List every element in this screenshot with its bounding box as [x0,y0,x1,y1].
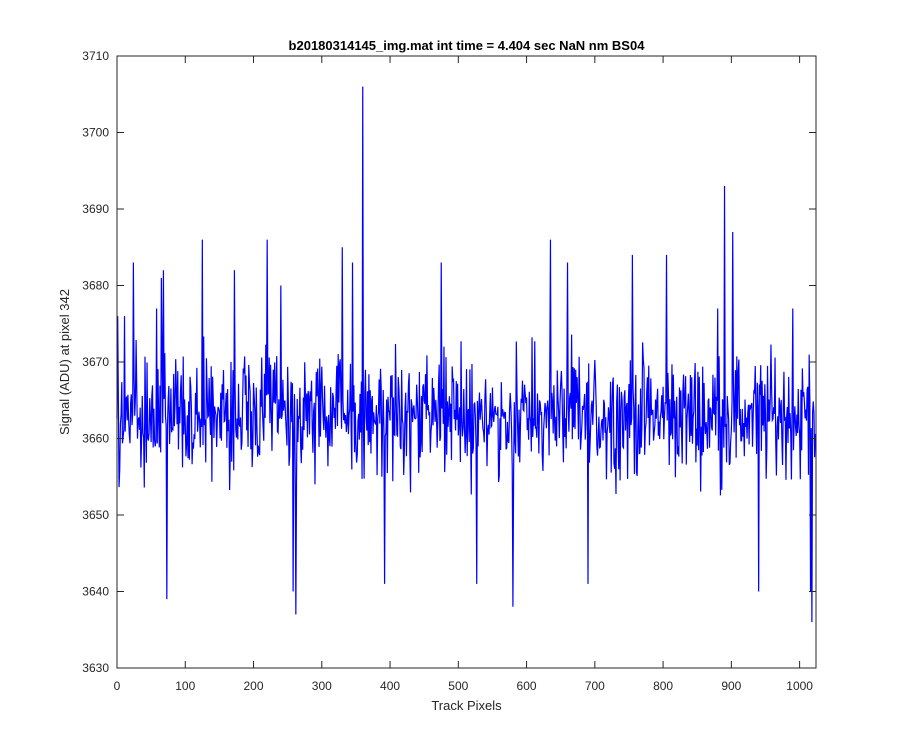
y-tick-label: 3630 [82,661,109,675]
x-tick-label: 600 [517,679,537,693]
x-tick-label: 700 [585,679,605,693]
series-layer [116,86,816,623]
y-tick-label: 3650 [82,508,109,522]
ticks-layer: 0 100 200 300 400 500 600 700 800 900 1000 3630 3640… [82,49,816,693]
y-tick-label: 3670 [82,355,109,369]
y-tick-label: 3710 [82,49,109,63]
y-tick-label: 3680 [82,279,109,293]
signal-series-line [116,86,816,623]
y-axis-label: Signal (ADU) at pixel 342 [57,289,72,435]
x-tick-label: 100 [175,679,195,693]
x-tick-label: 1000 [786,679,813,693]
y-tick-label: 3660 [82,432,109,446]
x-tick-label: 300 [312,679,332,693]
y-tick-label: 3640 [82,585,109,599]
x-tick-label: 500 [448,679,468,693]
x-tick-label: 800 [653,679,673,693]
axes-box [116,55,817,669]
chart-title: b20180314145_img.mat int time = 4.404 se… [289,38,646,53]
x-tick-label: 900 [721,679,741,693]
y-tick-label: 3690 [82,202,109,216]
x-axis-label: Track Pixels [431,698,502,713]
x-tick-label: 400 [380,679,400,693]
x-tick-label: 200 [244,679,264,693]
x-tick-label: 0 [114,679,121,693]
y-tick-label: 3700 [82,126,109,140]
plot-area [117,56,816,668]
